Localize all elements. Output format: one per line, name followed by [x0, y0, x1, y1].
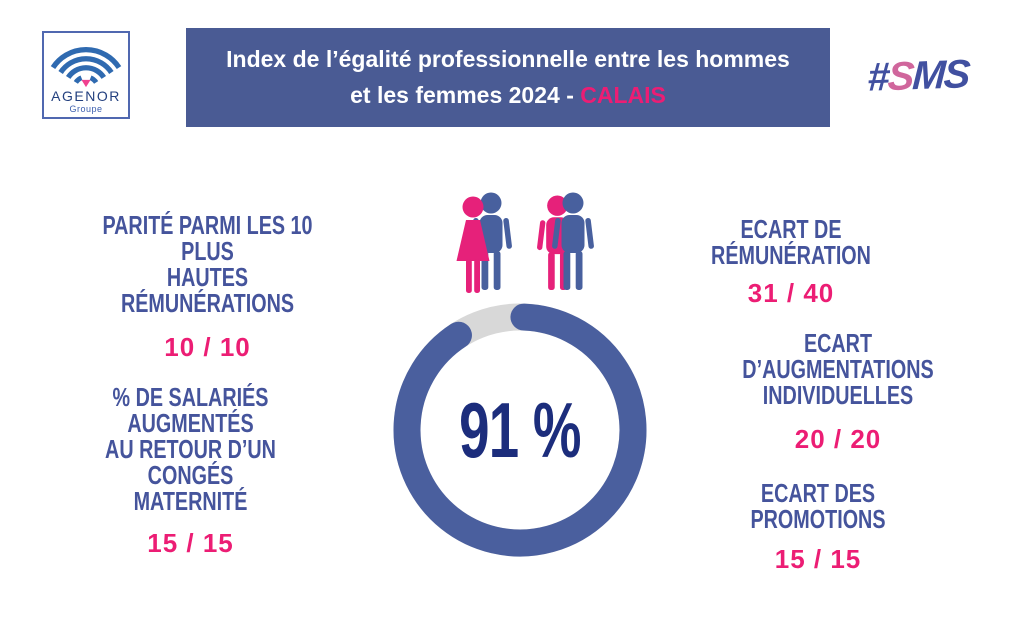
stat-parite-hautes-remunerations: PARITÉ PARMI LES 10 PLUS HAUTES RÉMUNÉRA…	[40, 212, 375, 363]
stat-label: ECART D’AUGMENTATIONS INDIVIDUELLES	[742, 328, 934, 410]
hashtag-hash: #	[866, 55, 889, 100]
man-icon	[470, 192, 512, 290]
title-line-2: et les femmes 2024 - CALAIS	[350, 82, 666, 109]
stat-ecart-promotions: ECART DES PROMOTIONS 15 / 15	[667, 480, 969, 575]
donut-score-segment	[393, 303, 647, 557]
stat-score: 20 / 20	[794, 424, 882, 454]
stat-label: PARITÉ PARMI LES 10 PLUS HAUTES RÉMUNÉRA…	[102, 210, 313, 318]
stat-score: 15 / 15	[774, 544, 862, 574]
donut-score-value: 91 %	[459, 385, 581, 474]
stat-score: 15 / 15	[147, 528, 234, 558]
hashtag-s2: S	[942, 52, 970, 98]
stat-conges-maternite: % DE SALARIÉS AUGMENTÉS AU RETOUR D’UN C…	[23, 384, 358, 559]
couples-icon	[456, 192, 594, 293]
stat-label: ECART DE RÉMUNÉRATION	[711, 214, 871, 270]
agenor-logo: AGENOR Groupe	[42, 31, 130, 119]
title-line-2-text: et les femmes 2024 -	[350, 82, 581, 108]
stat-ecart-remuneration: ECART DE RÉMUNÉRATION 31 / 40	[640, 216, 942, 309]
stat-label: ECART DES PROMOTIONS	[750, 478, 886, 534]
stat-score: 10 / 10	[164, 332, 251, 362]
logo-subtitle: Groupe	[69, 104, 103, 114]
man-icon	[552, 192, 594, 290]
title-city: CALAIS	[580, 82, 666, 108]
stat-ecart-augmentations: ECART D’AUGMENTATIONS INDIVIDUELLES 20 /…	[687, 330, 989, 455]
stat-label: % DE SALARIÉS AUGMENTÉS AU RETOUR D’UN C…	[105, 382, 276, 516]
logo-name: AGENOR	[51, 88, 121, 104]
woman-icon	[456, 196, 490, 293]
sms-hashtag: #SMS	[857, 46, 980, 106]
title-line-1: Index de l’égalité professionnelle entre…	[226, 46, 790, 72]
title-banner: Index de l’égalité professionnelle entre…	[186, 28, 830, 127]
logo-triangle-icon	[81, 79, 91, 88]
donut-chart	[393, 303, 647, 557]
hashtag-s1: S	[886, 54, 914, 100]
hashtag-m: M	[911, 53, 945, 99]
agenor-arcs-icon	[50, 47, 122, 88]
stat-score: 31 / 40	[747, 278, 835, 308]
